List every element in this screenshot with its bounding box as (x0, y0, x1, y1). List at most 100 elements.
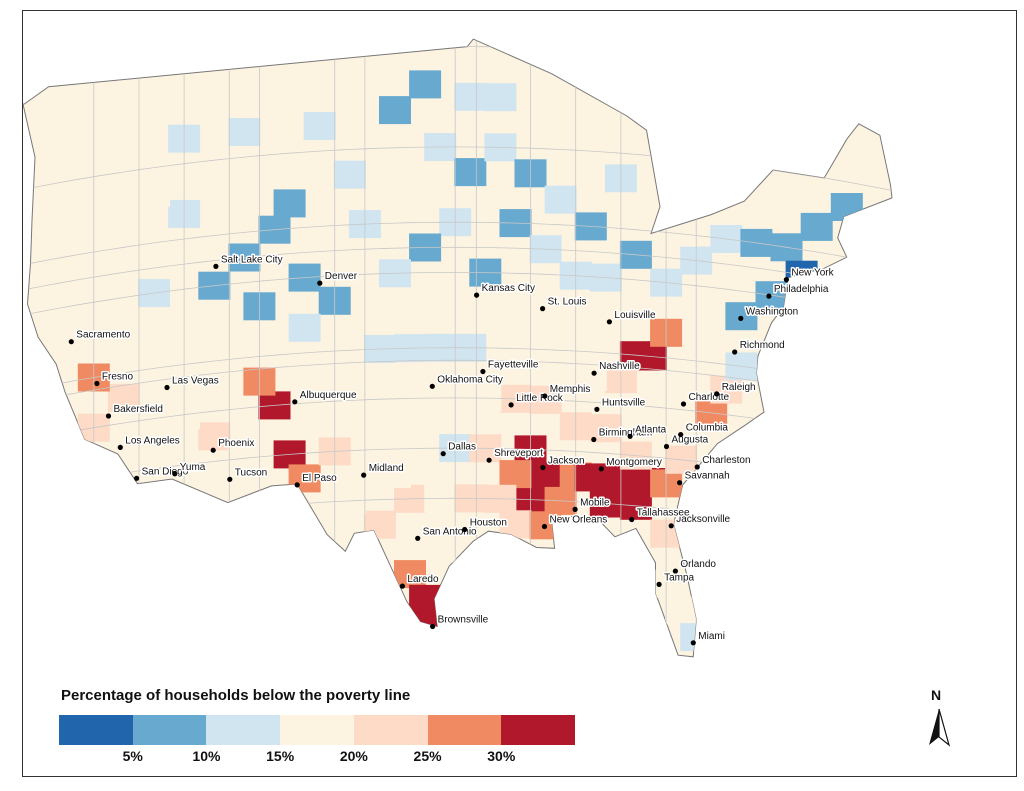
city-dot (598, 466, 604, 472)
legend-tick: 20% (339, 748, 368, 764)
city-dot (680, 401, 687, 407)
city-dot (134, 475, 140, 481)
city-marker: Midland (361, 462, 405, 478)
city-dot (738, 315, 744, 321)
region-cell (288, 313, 321, 342)
city-dot (656, 581, 662, 588)
legend-swatch (427, 715, 502, 745)
city-marker: Oklahoma City (429, 373, 504, 389)
map-frame: Sacramento Fresno Bakersfield Los Angeles Sa… (22, 10, 1017, 777)
legend-swatch (353, 715, 428, 745)
legend-tick: 25% (413, 748, 442, 764)
city-label: Bakersfield (114, 404, 163, 415)
state-border-line (23, 221, 892, 270)
city-dot (210, 447, 216, 453)
region-cell (107, 383, 140, 412)
city-marker: Nashville (591, 360, 642, 376)
city-label: Memphis (550, 384, 591, 395)
city-marker: Dallas (440, 440, 477, 457)
city-label: Oklahoma City (437, 374, 503, 385)
city-marker: Savannah (677, 469, 731, 486)
legend-tick: 5% (122, 748, 143, 764)
city-label: Jacksonville (676, 514, 730, 525)
legend-tick: 10% (192, 748, 221, 764)
city-dot (68, 339, 74, 345)
legend-swatch (132, 715, 207, 745)
legend-tick-labels: 5% 10% 15% 20% 25% 30% (59, 748, 575, 766)
city-label: New Orleans (550, 515, 608, 526)
region-cell (529, 461, 562, 490)
city-dot (629, 516, 635, 523)
city-label: San Diego (142, 466, 189, 477)
city-marker: Louisville (606, 308, 657, 325)
region-cell (454, 158, 487, 187)
city-label: Mobile (580, 497, 610, 508)
city-label: Richmond (740, 340, 785, 351)
city-label: St. Louis (548, 297, 587, 308)
city-label: Sacramento (76, 330, 130, 341)
city-dot (732, 349, 738, 355)
city-marker: Fresno (94, 370, 135, 387)
city-marker: Shreveport (486, 447, 545, 463)
city-label: Fresno (102, 372, 134, 383)
city-marker: Jacksonville (668, 512, 732, 529)
city-label: Atlanta (635, 424, 667, 435)
city-label: Raleigh (722, 382, 756, 393)
city-label: Louisville (614, 310, 656, 321)
city-marker: Raleigh (714, 380, 757, 397)
region-cell (363, 510, 396, 539)
city-dot (486, 457, 492, 463)
city-dot (572, 506, 578, 512)
city-dot (541, 523, 548, 530)
city-dot (678, 432, 684, 438)
region-cell (544, 185, 577, 214)
city-label: Midland (369, 463, 404, 474)
legend-swatch (501, 715, 576, 745)
city-marker: Birmingham (591, 426, 654, 443)
city-marker: Tallahassee (629, 506, 691, 523)
city-dot (783, 277, 790, 283)
city-dot (663, 443, 670, 450)
city-label: Denver (325, 271, 358, 282)
city-label: Augusta (672, 435, 709, 446)
region-cell (394, 409, 426, 438)
region-cell (303, 112, 336, 140)
region-cell (574, 363, 607, 391)
region-cell (800, 212, 833, 241)
city-label: Charlotte (689, 392, 730, 403)
city-dot (213, 263, 219, 269)
region-cell (665, 596, 698, 625)
legend-tick: 15% (266, 748, 295, 764)
city-marker: Jackson (540, 454, 586, 471)
city-label: Washington (746, 306, 798, 317)
city-label: Columbia (686, 423, 729, 434)
north-label: N (931, 687, 942, 703)
city-marker: Atlanta (627, 423, 668, 439)
city-marker: Memphis (542, 383, 592, 399)
city-label: Birmingham (599, 428, 652, 439)
city-marker: Los Angeles (117, 434, 181, 450)
region-cell (198, 422, 231, 451)
city-label: Albuquerque (300, 390, 357, 401)
city-markers: Sacramento Fresno Bakersfield Los Angeles Sa… (68, 253, 836, 646)
city-marker: Charlotte (680, 391, 731, 407)
city-label: Orlando (680, 559, 716, 570)
city-marker: Richmond (732, 339, 786, 355)
city-label: Charleston (702, 455, 750, 466)
city-label: Shreveport (494, 448, 543, 459)
city-marker: Mobile (572, 496, 611, 512)
city-dot (690, 640, 696, 646)
city-dot (164, 384, 170, 391)
region-cell (424, 534, 457, 563)
city-marker: Phoenix (210, 437, 256, 453)
city-dot (694, 464, 700, 470)
city-dot (440, 451, 446, 457)
city-marker: Montgomery (598, 455, 663, 472)
city-label: Philadelphia (774, 284, 829, 295)
city-marker: El Paso (294, 471, 339, 488)
city-label: Phoenix (218, 438, 254, 449)
region-cell (830, 193, 863, 221)
city-marker: Huntsville (594, 396, 647, 412)
city-marker: Sacramento (68, 328, 132, 345)
city-dot (399, 583, 405, 589)
